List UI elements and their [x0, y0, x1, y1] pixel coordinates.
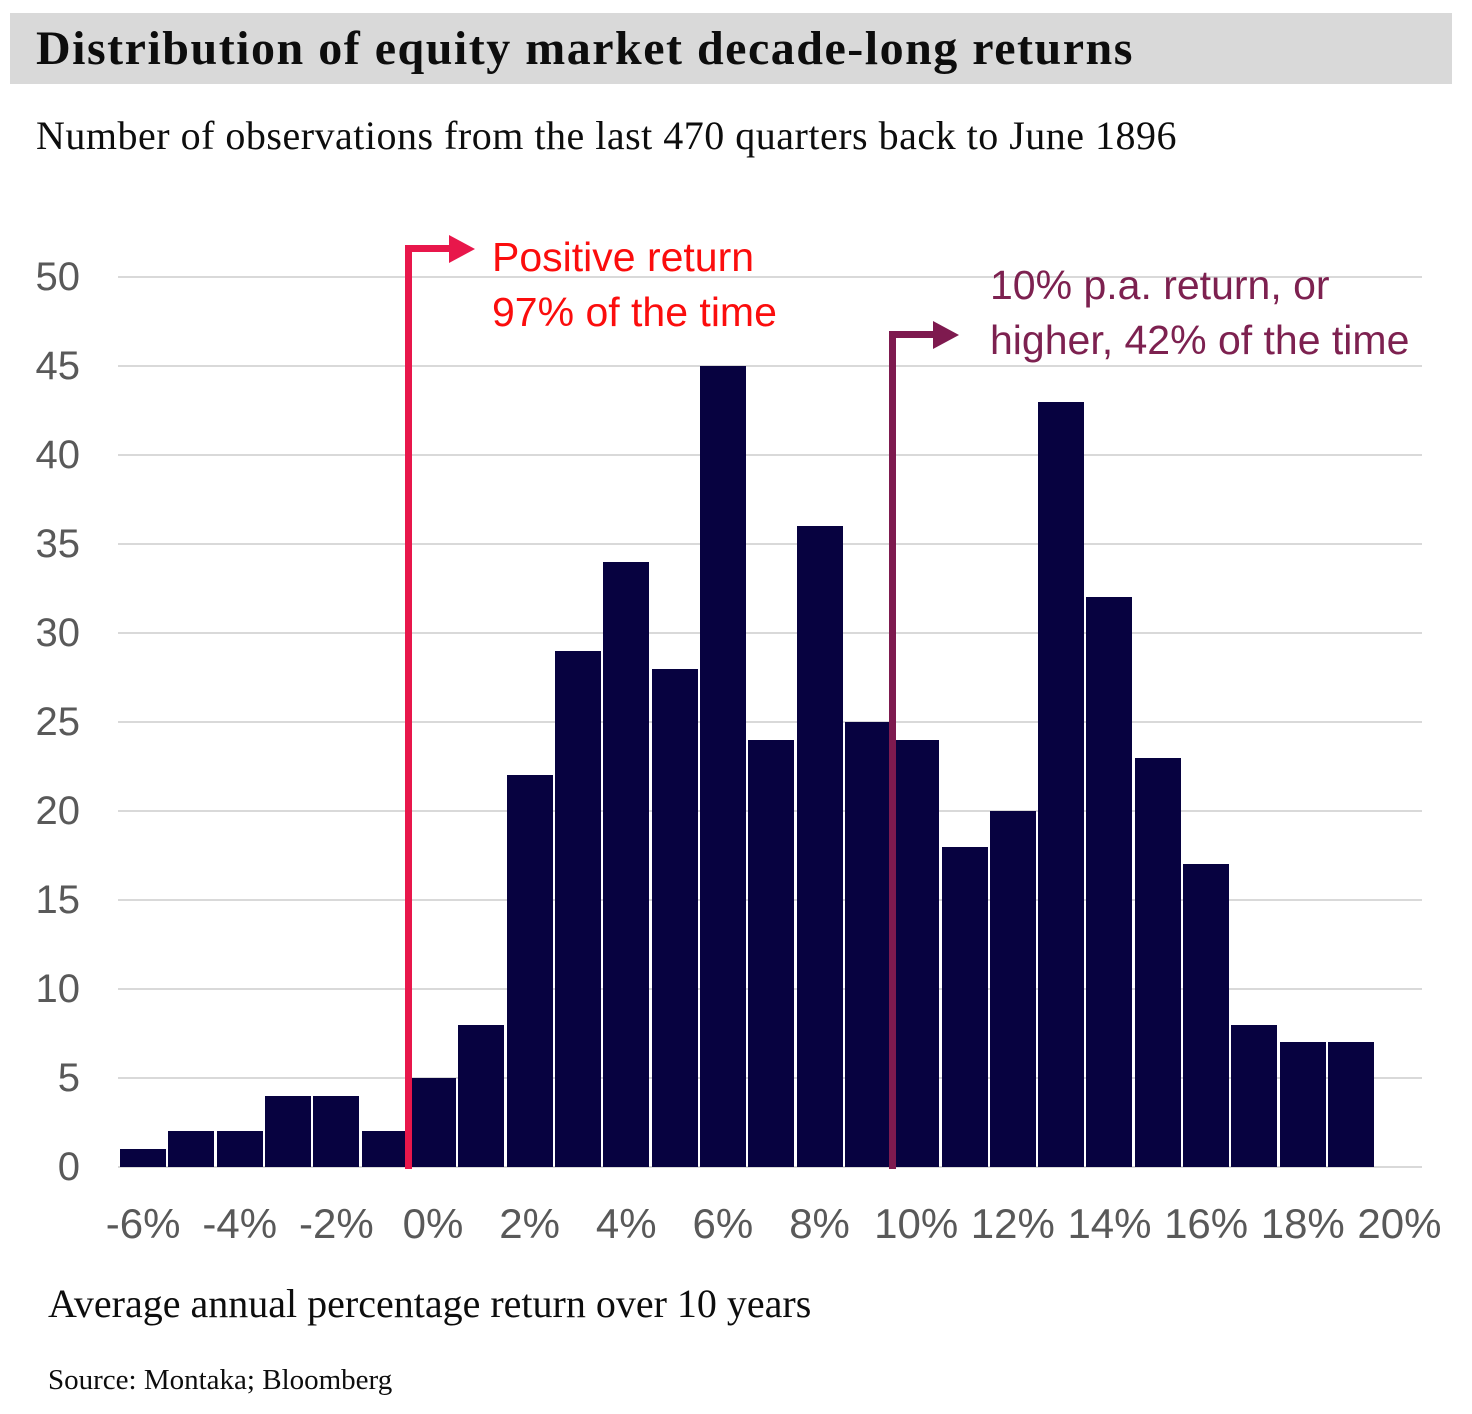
bar-11pct: [941, 846, 988, 1167]
positive-return-label: Positive return 97% of the time: [492, 230, 777, 340]
bar-15pct: [1134, 757, 1181, 1167]
x-tick-label: 18%: [1260, 1200, 1345, 1247]
ten-percent-return-line: [888, 331, 896, 1169]
gridline-30: [118, 632, 1422, 634]
bar-5pct: [651, 668, 698, 1167]
bar-0pct: [410, 1078, 456, 1167]
bar-1pct: [458, 1024, 505, 1167]
y-tick-label: 15: [35, 878, 81, 922]
x-tick-label: 14%: [1067, 1200, 1152, 1247]
gridline-35: [118, 543, 1422, 545]
bar-18pct: [1279, 1042, 1326, 1167]
y-tick-label: 40: [35, 433, 81, 477]
gridline-40: [118, 454, 1422, 456]
y-tick-label: 10: [35, 967, 81, 1011]
x-tick-label: 4%: [595, 1200, 657, 1247]
ten-percent-return-label: 10% p.a. return, or higher, 42% of the ti…: [990, 258, 1409, 368]
y-tick-label: 45: [35, 344, 81, 388]
x-tick-label: 16%: [1164, 1200, 1249, 1247]
x-tick-label: 0%: [402, 1200, 464, 1247]
y-tick-label: 5: [57, 1056, 80, 1100]
bar-9pct: [844, 722, 891, 1167]
x-tick-label: 6%: [692, 1200, 754, 1247]
positive-return-arrow-icon: [449, 234, 476, 263]
x-tick-label: -6%: [105, 1200, 181, 1247]
gridline-25: [118, 721, 1422, 723]
x-tick-label: -2%: [299, 1200, 374, 1247]
y-tick-label: 35: [35, 522, 81, 566]
ten-percent-return-label-line2: higher, 42% of the time: [990, 317, 1410, 363]
bar-13pct: [1038, 401, 1085, 1167]
bar-8pct: [796, 526, 843, 1167]
bar--5pct: [168, 1131, 215, 1167]
chart-title: Distribution of equity market decade-lon…: [10, 13, 1452, 84]
bar--4pct: [216, 1131, 263, 1167]
positive-return-label-line1: Positive return: [492, 234, 755, 280]
gridline-45: [118, 365, 1422, 367]
positive-return-line: [405, 245, 413, 1169]
bar-4pct: [603, 561, 650, 1167]
y-tick-label: 30: [35, 611, 81, 655]
x-tick-label: -4%: [202, 1200, 278, 1247]
ten-percent-return-arrow-icon: [932, 320, 959, 349]
bar-12pct: [989, 811, 1036, 1167]
gridline-50: [118, 276, 1422, 278]
x-axis-title: Average annual percentage return over 10…: [48, 1281, 812, 1326]
y-tick-label: 25: [35, 700, 81, 744]
ten-percent-return-label-line1: 10% p.a. return, or: [990, 262, 1330, 308]
x-tick-label: 10%: [874, 1200, 959, 1247]
x-tick-label: 20%: [1357, 1200, 1442, 1247]
x-tick-label: 2%: [499, 1200, 560, 1247]
bar--1pct: [361, 1131, 408, 1167]
gridline-0: [118, 1166, 1422, 1168]
x-tick-label: 12%: [970, 1200, 1055, 1247]
bar--6pct: [120, 1149, 167, 1167]
bar-2pct: [506, 775, 553, 1167]
bar-7pct: [748, 739, 795, 1167]
bar-19pct: [1328, 1042, 1375, 1167]
positive-return-label-line2: 97% of the time: [492, 289, 777, 335]
y-tick-label: 20: [35, 789, 81, 833]
bar-10pct: [893, 739, 940, 1167]
bar-3pct: [554, 650, 601, 1167]
bar-17pct: [1231, 1024, 1278, 1167]
bar--2pct: [313, 1095, 360, 1167]
y-tick-label: 0: [57, 1145, 80, 1189]
chart-subtitle: Number of observations from the last 470…: [36, 113, 1178, 158]
bar-6pct: [699, 366, 746, 1167]
source-note: Source: Montaka; Bloomberg: [48, 1364, 393, 1396]
bar-16pct: [1183, 864, 1230, 1167]
positive-return-arrow-shaft: [405, 245, 450, 252]
bar-14pct: [1086, 597, 1133, 1167]
y-tick-label: 50: [35, 255, 81, 299]
bar--3pct: [265, 1095, 312, 1167]
ten-percent-return-arrow-shaft: [888, 331, 933, 338]
x-tick-label: 8%: [789, 1200, 850, 1247]
